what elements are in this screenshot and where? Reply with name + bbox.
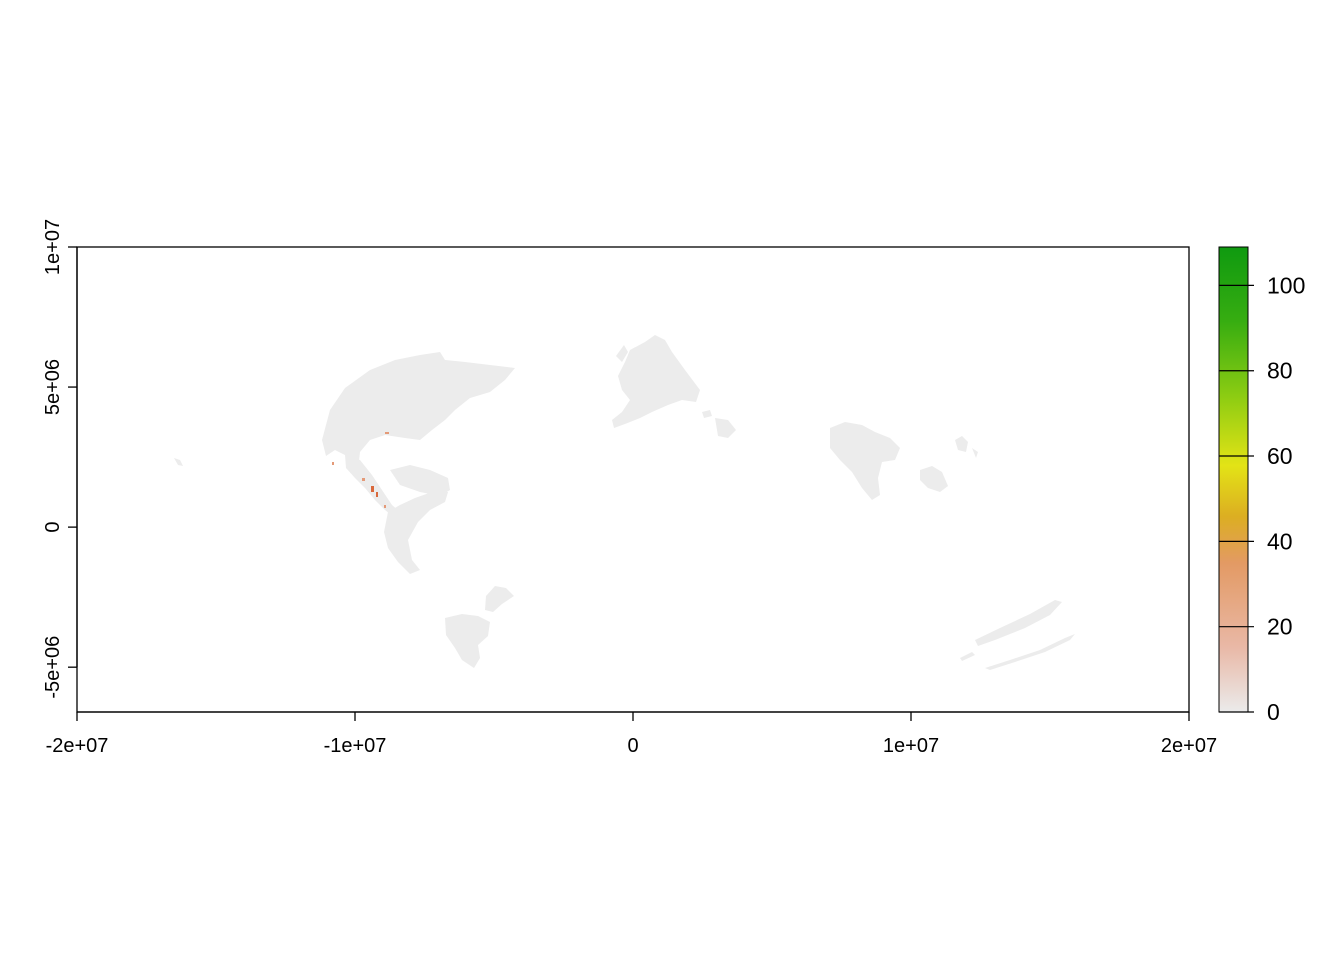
legend-color-bar [1218,246,1249,713]
y-tick-label: 5e+06 [42,359,64,415]
landmass-europe-east [715,418,736,438]
plot-frame [76,246,1190,713]
landmass-south-america [384,492,448,574]
highlight-cell [385,432,389,434]
landmass-strip-lower [985,634,1075,670]
landmass-strip-upper [975,600,1062,646]
legend-tick-label: 80 [1267,358,1293,384]
landmass-asia-small [972,448,978,458]
highlight-cells [332,432,389,508]
legend-tick-label: 20 [1267,614,1293,640]
legend-tick-label: 40 [1267,528,1293,554]
landmass-southern-island [485,586,514,612]
landmass-asia-east [920,466,948,492]
highlight-cell [376,492,378,497]
landmass-europe-north [616,345,628,362]
highlight-cell [362,478,365,481]
y-tick-label: 0 [42,522,64,533]
x-tick-label: 1e+07 [883,735,939,757]
legend-tick-label: 0 [1267,699,1280,725]
landmass-hawaii [174,458,183,466]
highlight-cell [371,486,374,492]
y-tick-label: -5e+06 [42,636,64,699]
x-axis: -2e+07 -1e+07 0 1e+07 2e+07 [46,711,1217,757]
y-axis: -5e+06 0 5e+06 1e+07 [42,219,78,699]
landmass-europe-small [702,410,712,418]
y-tick-label: 1e+07 [42,219,64,275]
highlight-cell [384,505,386,508]
landmass-north-america [322,352,515,470]
landmass-strip-fragment [960,652,975,661]
legend-tick-label: 100 [1267,272,1305,298]
landmass-caribbean [390,465,450,496]
land-layer [174,335,1075,670]
landmass-southern-block [445,614,490,668]
highlight-cell [332,462,334,465]
x-tick-label: -2e+07 [46,735,109,757]
x-tick-label: 2e+07 [1161,735,1217,757]
x-tick-label: -1e+07 [324,735,387,757]
landmass-asia-island [955,436,968,452]
landmass-europe [612,335,700,428]
color-legend: 0 20 40 60 80 100 [1218,246,1305,725]
x-tick-label: 0 [627,735,638,757]
legend-tick-label: 60 [1267,443,1293,469]
landmass-asia-west [830,422,900,500]
